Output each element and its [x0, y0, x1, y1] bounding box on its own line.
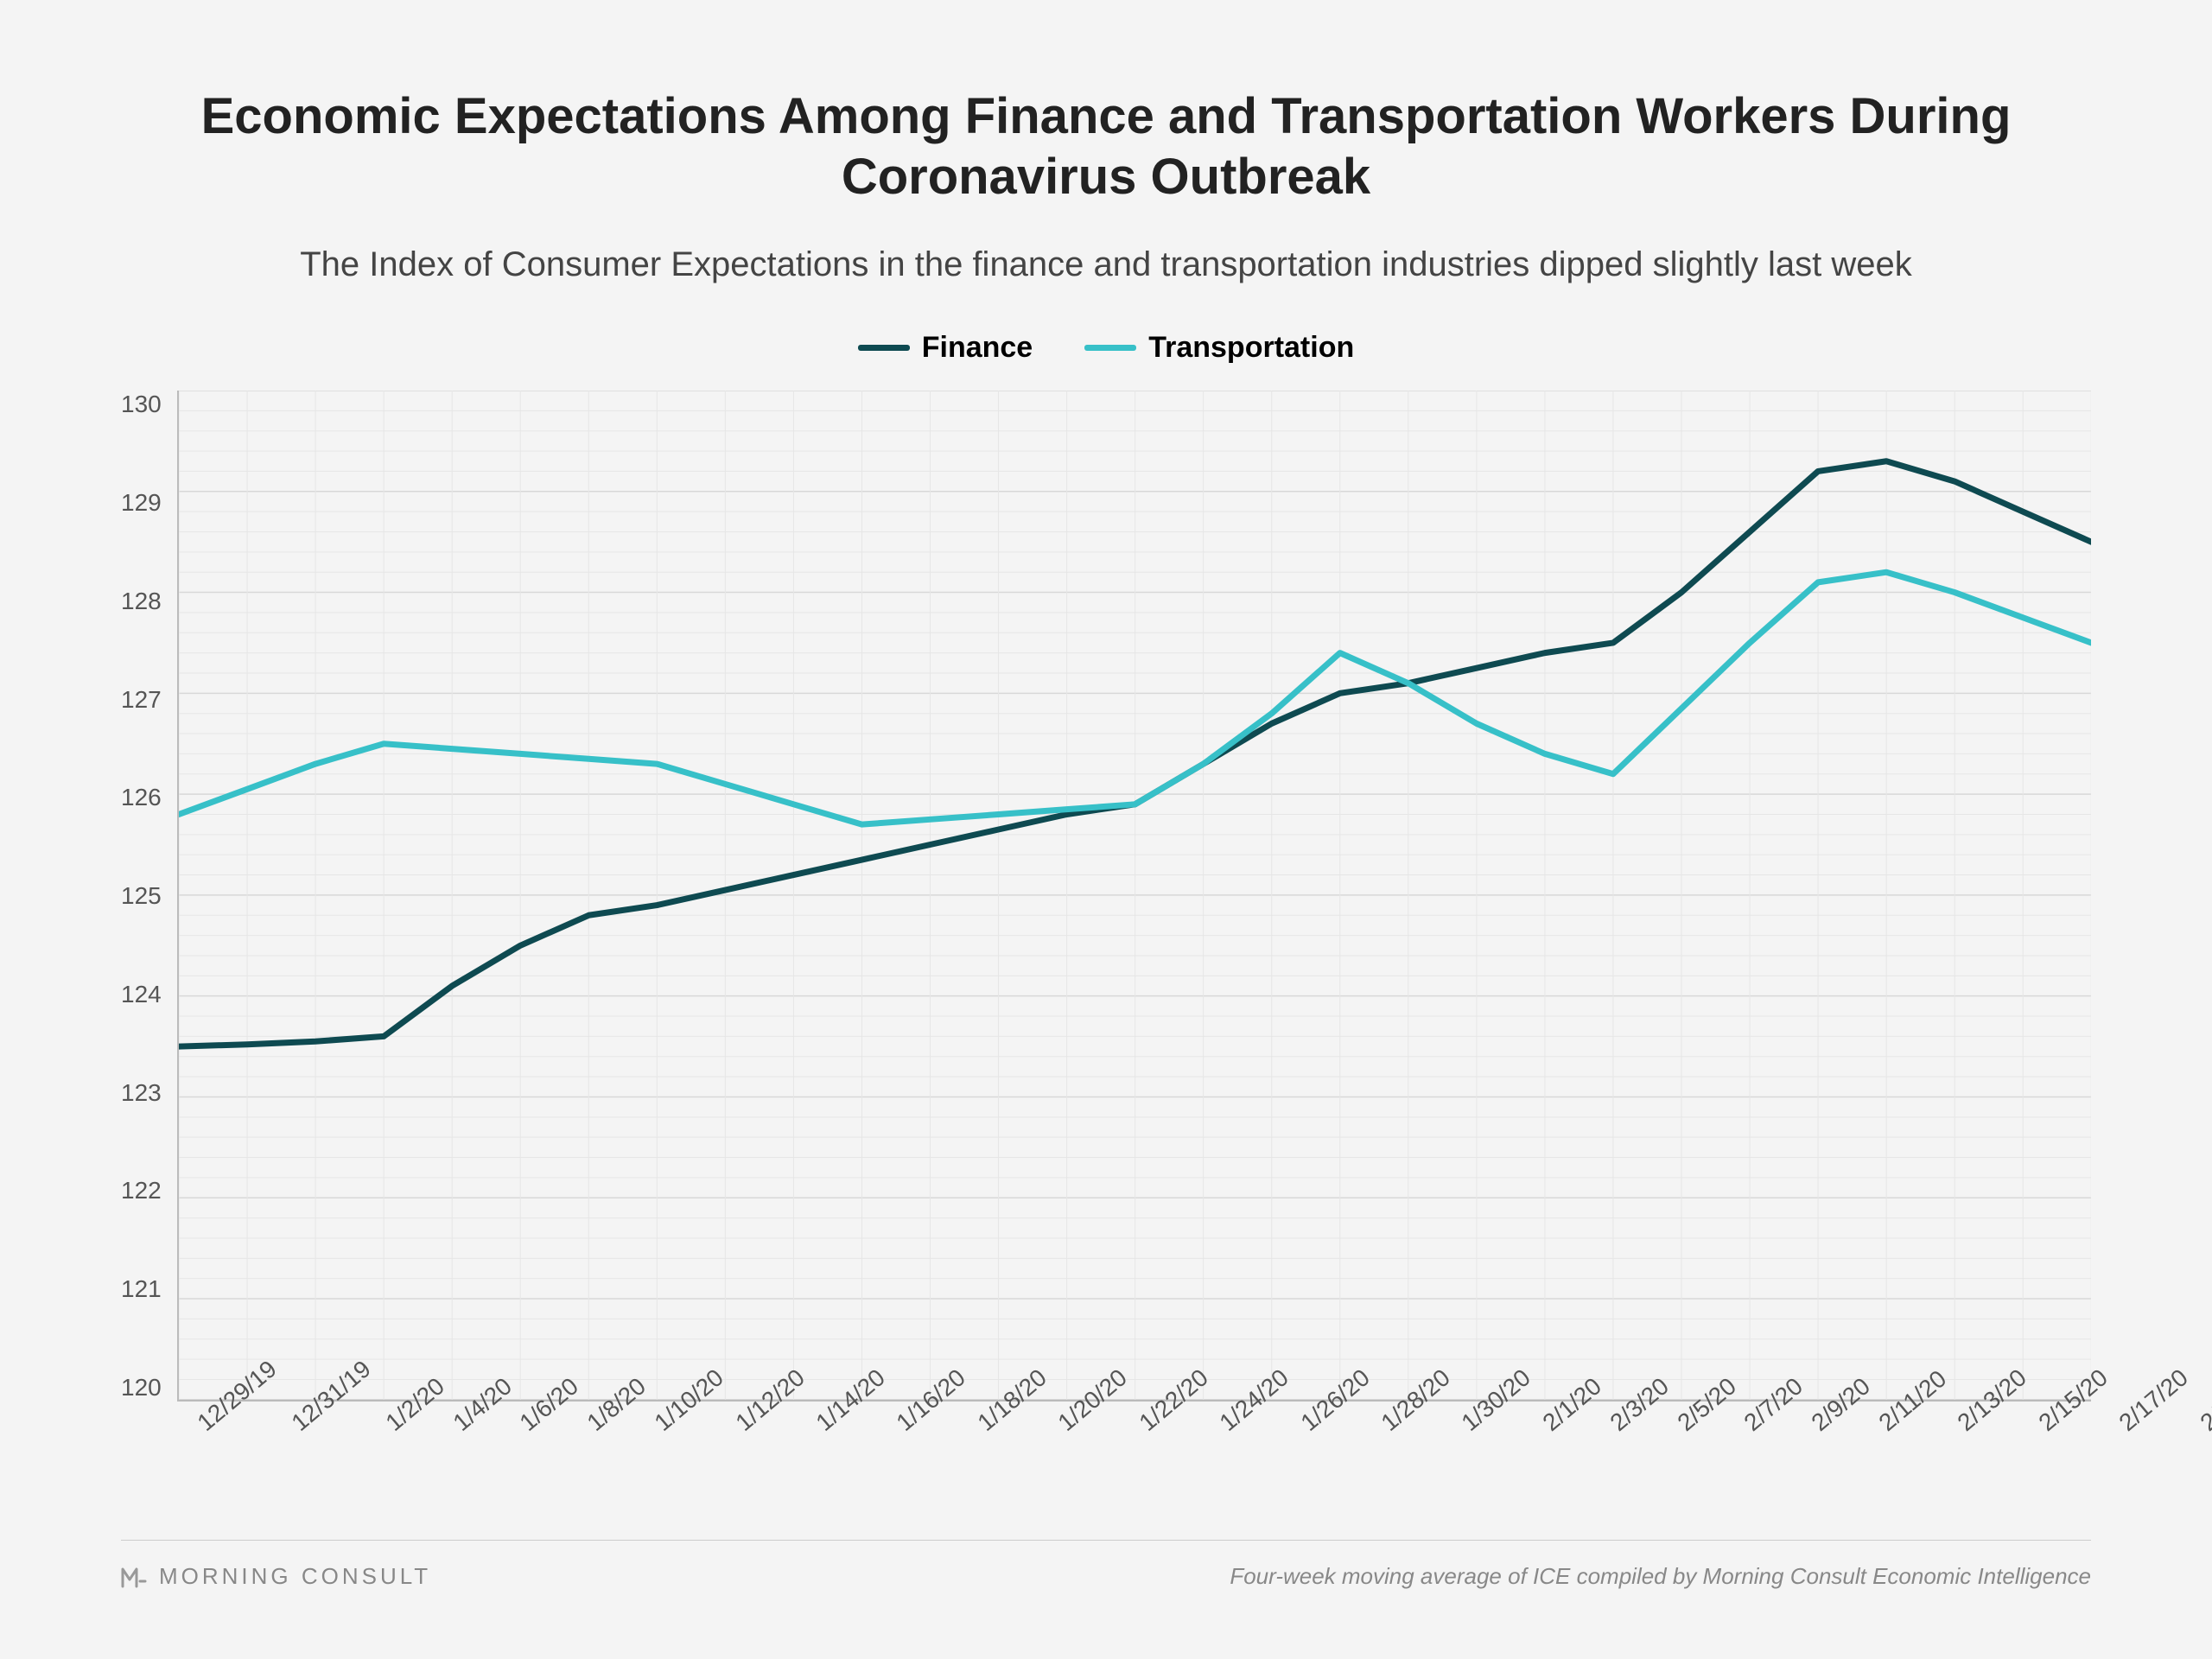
legend-swatch: [858, 345, 910, 351]
y-tick-label: 125: [121, 882, 162, 910]
y-tick-label: 122: [121, 1177, 162, 1205]
y-tick-label: 128: [121, 588, 162, 615]
y-tick-label: 130: [121, 391, 162, 418]
legend-swatch: [1084, 345, 1136, 351]
y-tick-label: 120: [121, 1374, 162, 1402]
y-tick-label: 126: [121, 784, 162, 811]
data-lines: [179, 391, 2091, 1400]
brand-icon: [121, 1564, 147, 1590]
footnote: Four-week moving average of ICE compiled…: [1230, 1563, 2091, 1590]
legend-item-transportation: Transportation: [1084, 331, 1354, 365]
legend-label: Finance: [922, 331, 1033, 365]
x-tick-label: 2/19/20: [2182, 1348, 2212, 1437]
legend: Finance Transportation: [121, 331, 2091, 365]
plot-area: 12/29/1912/31/191/2/201/4/201/6/201/8/20…: [177, 391, 2091, 1402]
legend-label: Transportation: [1148, 331, 1354, 365]
y-axis: 130 129 128 127 126 125 124 123 122 121 120: [121, 391, 177, 1402]
x-axis: 12/29/1912/31/191/2/201/4/201/6/201/8/20…: [179, 1400, 2091, 1448]
brand-logo: MORNING CONSULT: [121, 1563, 431, 1590]
y-tick-label: 123: [121, 1079, 162, 1107]
y-tick-label: 129: [121, 489, 162, 517]
chart-area: 130 129 128 127 126 125 124 123 122 121 120 12/29/…: [121, 391, 2091, 1402]
chart-title: Economic Expectations Among Finance and …: [121, 86, 2091, 207]
y-tick-label: 121: [121, 1275, 162, 1303]
x-tick-label: 2/17/20: [2101, 1348, 2194, 1437]
footer: MORNING CONSULT Four-week moving average…: [121, 1540, 2091, 1590]
y-tick-label: 124: [121, 981, 162, 1008]
y-tick-label: 127: [121, 686, 162, 714]
chart-subtitle: The Index of Consumer Expectations in th…: [121, 241, 2091, 288]
brand-text: MORNING CONSULT: [159, 1563, 431, 1590]
legend-item-finance: Finance: [858, 331, 1033, 365]
